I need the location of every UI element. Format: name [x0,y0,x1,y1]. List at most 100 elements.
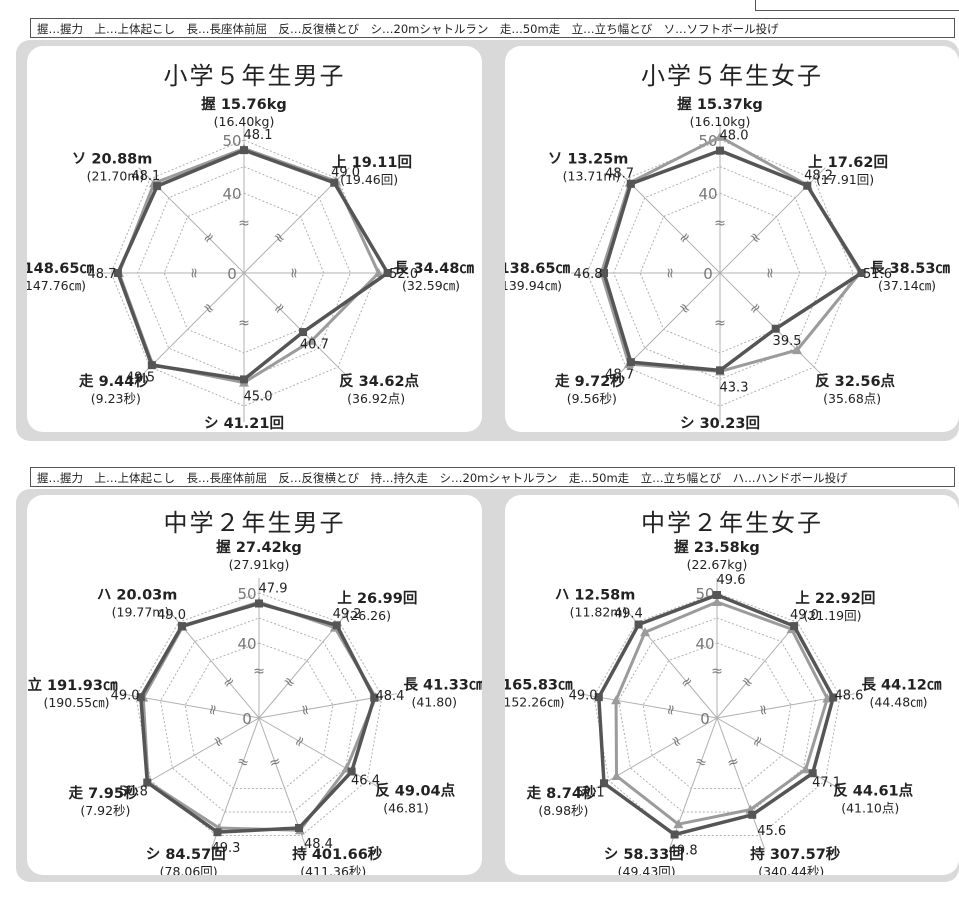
axis-label-ref: (41.10点) [841,801,899,816]
data-label: 39.5 [773,334,802,349]
data-point [748,810,757,819]
data-label: 48.4 [304,837,333,852]
axis-label-main: 反 49.04点 [375,783,455,800]
axis-break-mark: ≈ [219,672,238,692]
axis-label: 反 49.04点(46.81) [375,783,455,816]
data-label: 45.6 [757,824,786,839]
axis-label: ソ 13.25m(13.71m) [548,151,629,183]
data-point [713,591,721,599]
axis-label: 握 27.42kg(27.91kg) [216,538,301,572]
data-label: 49.0 [111,688,140,703]
data-point [299,328,308,337]
axis-label: 上 19.11回(19.46回) [332,154,412,187]
data-point [715,131,725,141]
data-label: 52.0 [389,267,418,282]
axis-break-mark: ≈ [662,267,678,279]
axis-label: 立 165.83㎝(152.26㎝) [505,675,573,709]
axis-label: シ 30.23回(31.28回) [680,415,760,432]
axis-break-mark: ≈ [238,215,250,231]
axis-label-ref: (11.82m) [570,604,628,619]
axis-label: 立 138.65㎝(139.94㎝) [505,259,570,293]
axis-label-main: 反 34.62点 [339,373,419,390]
data-point [295,823,304,832]
axis-label: 走 8.74秒(8.98秒) [527,784,597,818]
data-point [670,830,679,839]
data-point [800,764,811,774]
axis-label-main: 持 307.57秒 [750,845,841,863]
axis-label-ref: (16.40kg) [214,114,275,129]
data-label: 48.6 [834,689,863,704]
axis-label-main: ソ 20.88m [72,151,153,167]
legend-elementary: 握…握力 上…上体起こし 長…長座体前屈 反…反復横とび シ…20mシャトルラン… [30,18,955,38]
axis-label-main: 立 165.83㎝ [505,675,573,693]
chart-card-jh-boys: 中学２年生男子 ≈ ≈ ≈ ≈ ≈ ≈ ≈ ≈ ≈0 40 50 47.9 握 27.42kg (27.9… [27,495,482,875]
axis-break-mark: ≈ [667,732,687,750]
axis-label-main: ソ 13.25m [548,151,629,167]
axis-label-main: 上 19.11回 [332,154,412,171]
tick-label: 40 [698,185,717,203]
axis-label-main: 長 38.53㎝ [870,260,950,277]
axis-label: 走 7.95秒(7.92秒) [69,784,139,818]
data-label: 47.1 [812,775,841,790]
axis-label-ref: (44.48㎝) [869,694,927,709]
data-label: 48.7 [87,267,116,282]
data-label: 48.7 [605,367,634,382]
axis-label-main: 走 7.95秒 [69,784,139,802]
axis-label-main: 走 8.74秒 [527,784,597,802]
data-point [599,779,608,788]
data-point [347,767,356,776]
data-point [240,375,248,384]
chart-title: 中学２年生女子 [641,509,823,537]
axis-label-main: 走 9.44秒 [79,372,149,390]
data-label: 49.0 [569,688,598,703]
axis-label-main: 握 15.37kg [677,95,762,113]
axis-break-mark: ≈ [762,267,778,279]
axis-break-mark: ≈ [725,752,741,771]
radar-chart-jh-boys: ≈ ≈ ≈ ≈ ≈ ≈ ≈ ≈ ≈0 40 50 47.9 握 27.42kg(27.91kg) 49.2… [27,538,482,875]
tick-label: 50 [237,585,256,603]
axis-break-mark: ≈ [253,664,265,680]
axis-label-main: 上 17.62回 [808,154,888,171]
data-label: 48.1 [244,128,273,143]
axis-label-ref: (21.70m) [87,168,145,183]
axis-label: 握 15.76kg(16.40kg) [201,95,286,129]
series-line [139,601,376,834]
data-label: 49.0 [157,608,186,623]
data-point [857,269,866,277]
axis-label-ref: (41.80) [411,694,457,709]
axis-label: 持 401.66秒(411.36秒) [292,845,383,875]
axis-label: 立 191.93㎝(190.55㎝) [27,676,118,710]
axis-label-main: 握 15.76kg [201,95,286,113]
data-point [634,620,643,629]
data-point [771,324,780,333]
axis-label-ref: (8.98秒) [538,803,588,818]
axis-label-ref: (22.67kg) [687,557,748,572]
axis-label-main: シ 58.33回 [604,846,684,863]
axis-label-ref: (139.94㎝) [505,278,562,293]
data-point [177,622,186,631]
axis-break-mark: ≈ [186,267,202,279]
data-label: 49.0 [790,608,819,623]
axis-label-main: シ 41.21回 [204,415,284,432]
tick-label: 40 [222,185,241,203]
data-label: 48.1 [131,169,160,184]
data-label: 49.3 [211,841,240,856]
axis-label-ref: (9.23秒) [91,391,141,406]
axis-spoke [243,272,350,379]
data-label: 49.8 [669,844,698,859]
data-label: 48.2 [804,168,833,183]
axis-label: 長 41.33㎝(41.80) [403,676,482,709]
axis-label-main: シ 30.23回 [680,415,760,432]
axis-label-main: 立 191.93㎝ [27,676,118,694]
axis-label-ref: (19.77m) [112,604,170,619]
data-label: 48.7 [605,167,634,182]
axis-label: ハ 12.58m(11.82m) [555,587,636,619]
axis-spoke [137,717,260,789]
data-point [808,769,817,778]
data-point [829,693,838,702]
axis-break-mark: ≈ [289,732,309,750]
axis-break-mark: ≈ [677,672,696,692]
axis-label: ソ 20.88m(21.70m) [72,151,153,183]
axis-label-ref: (13.71m) [563,168,621,183]
data-label: 46.8 [574,267,603,282]
